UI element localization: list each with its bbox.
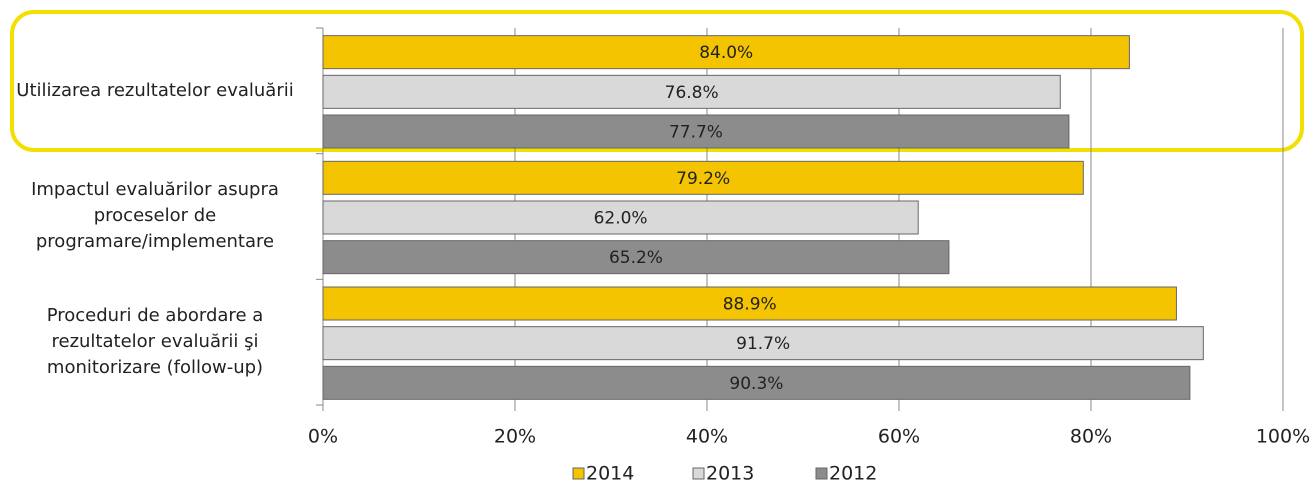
value-label: 88.9% (723, 295, 777, 315)
x-tick-label: 80% (1070, 426, 1112, 448)
bar (322, 114, 1070, 149)
legend-label: 2013 (706, 463, 754, 483)
x-tick-label: 100% (1256, 426, 1310, 448)
bar (322, 240, 950, 275)
legend-label: 2014 (586, 463, 634, 483)
legend-swatch (572, 467, 585, 480)
x-tick-label: 40% (686, 426, 728, 448)
x-tick-label: 0% (308, 426, 338, 448)
bar (322, 326, 1204, 361)
legend-swatch (692, 467, 705, 480)
value-label: 84.0% (699, 43, 753, 63)
value-label: 65.2% (609, 248, 663, 268)
legend-swatch (815, 467, 828, 480)
legend-label: 2012 (829, 463, 877, 483)
bar (322, 160, 1084, 195)
value-label: 77.7% (669, 123, 723, 143)
value-label: 76.8% (665, 83, 719, 103)
category-label: Impactul evaluărilor asupra proceselor d… (31, 179, 279, 253)
bar (322, 365, 1191, 400)
value-label: 79.2% (676, 169, 730, 189)
highlight-frame (10, 10, 1304, 152)
value-label: 91.7% (736, 334, 790, 354)
value-label: 90.3% (729, 374, 783, 394)
value-label: 62.0% (594, 209, 648, 229)
x-tick-label: 20% (494, 426, 536, 448)
category-label: Utilizarea rezultatelor evaluării (16, 79, 294, 101)
bar (322, 200, 919, 235)
x-tick-label: 60% (878, 426, 920, 448)
bar (322, 74, 1061, 109)
bar (322, 286, 1177, 321)
category-label: Proceduri de abordare a rezultatelor eva… (46, 305, 264, 379)
bar (322, 35, 1130, 70)
